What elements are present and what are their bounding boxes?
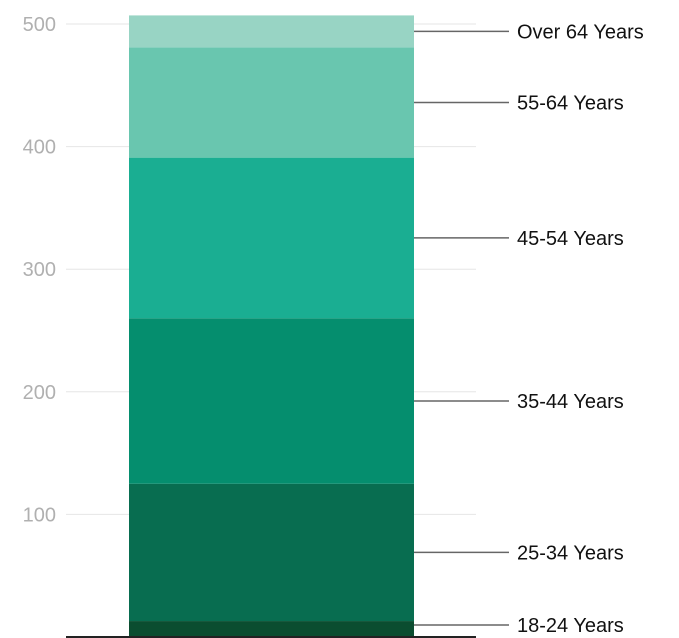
y-tick-label-500: 500: [23, 14, 56, 36]
bar-segment-25-34-years: [129, 483, 414, 622]
bar-segment-18-24-years: [129, 621, 414, 637]
segment-labels: 18-24 Years 25-34 Years 35-44 Years 45-54 Y…: [414, 21, 644, 637]
y-tick-label-200: 200: [23, 382, 56, 404]
segment-label-55-64-years: 55-64 Years: [517, 92, 624, 114]
y-tick-label-100: 100: [23, 504, 56, 526]
bar-segments: [129, 15, 414, 637]
segment-label-35-44-years: 35-44 Years: [517, 391, 624, 413]
bar-segment-45-54-years: [129, 157, 414, 319]
y-axis-tick-labels: 100 200 300 400 500: [23, 14, 56, 526]
y-tick-label-300: 300: [23, 259, 56, 281]
y-tick-label-400: 400: [23, 137, 56, 159]
bar-segment-35-44-years: [129, 318, 414, 484]
segment-label-45-54-years: 45-54 Years: [517, 228, 624, 250]
segment-label-25-34-years: 25-34 Years: [517, 542, 624, 564]
segment-label-18-24-years: 18-24 Years: [517, 615, 624, 637]
segment-label-over-64-years: Over 64 Years: [517, 21, 644, 43]
bar-segment-over-64-years: [129, 15, 414, 48]
bar-segment-55-64-years: [129, 47, 414, 158]
